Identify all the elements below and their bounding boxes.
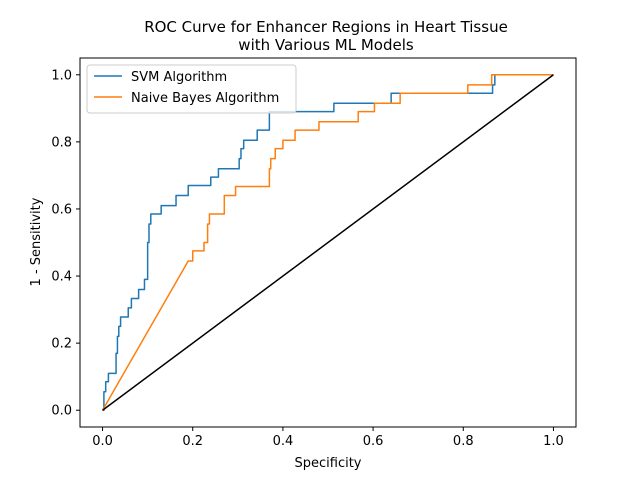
legend-label-svm: SVM Algorithm bbox=[131, 70, 227, 85]
series-line-diagonal bbox=[102, 74, 554, 411]
y-tick-label: 1.0 bbox=[51, 68, 72, 83]
y-tick-label: 0.2 bbox=[51, 337, 72, 352]
y-axis-label: 1 - Sensitivity bbox=[29, 197, 44, 286]
y-tick-label: 0.6 bbox=[51, 202, 72, 217]
plot-frame bbox=[79, 57, 577, 428]
chart-title-line-2: with Various ML Models bbox=[238, 36, 414, 54]
x-tick-label: 0.6 bbox=[363, 434, 384, 449]
series-layer bbox=[101, 74, 554, 411]
y-tick-label: 0.4 bbox=[51, 270, 72, 285]
y-tick-label: 0.0 bbox=[51, 404, 72, 419]
x-tick-label: 0.0 bbox=[92, 434, 113, 449]
chart-title-line-1: ROC Curve for Enhancer Regions in Heart … bbox=[144, 18, 508, 36]
legend: SVM Algorithm Naive Bayes Algorithm bbox=[86, 64, 297, 114]
x-tick-label: 0.8 bbox=[453, 434, 474, 449]
x-tick-label: 0.4 bbox=[273, 434, 294, 449]
series-line-svm bbox=[102, 74, 554, 411]
x-tick-label: 0.2 bbox=[182, 434, 203, 449]
legend-label-naive-bayes: Naive Bayes Algorithm bbox=[131, 91, 279, 106]
x-axis-label: Specificity bbox=[295, 456, 362, 471]
series-line-naive-bayes bbox=[101, 74, 554, 411]
y-tick-label: 0.8 bbox=[51, 135, 72, 150]
legend-box bbox=[86, 64, 297, 114]
y-axis: 0.0 0.2 0.4 0.6 0.8 1.0 bbox=[51, 68, 80, 419]
x-tick-label: 1.0 bbox=[543, 434, 564, 449]
x-axis: 0.0 0.2 0.4 0.6 0.8 1.0 bbox=[92, 427, 564, 449]
